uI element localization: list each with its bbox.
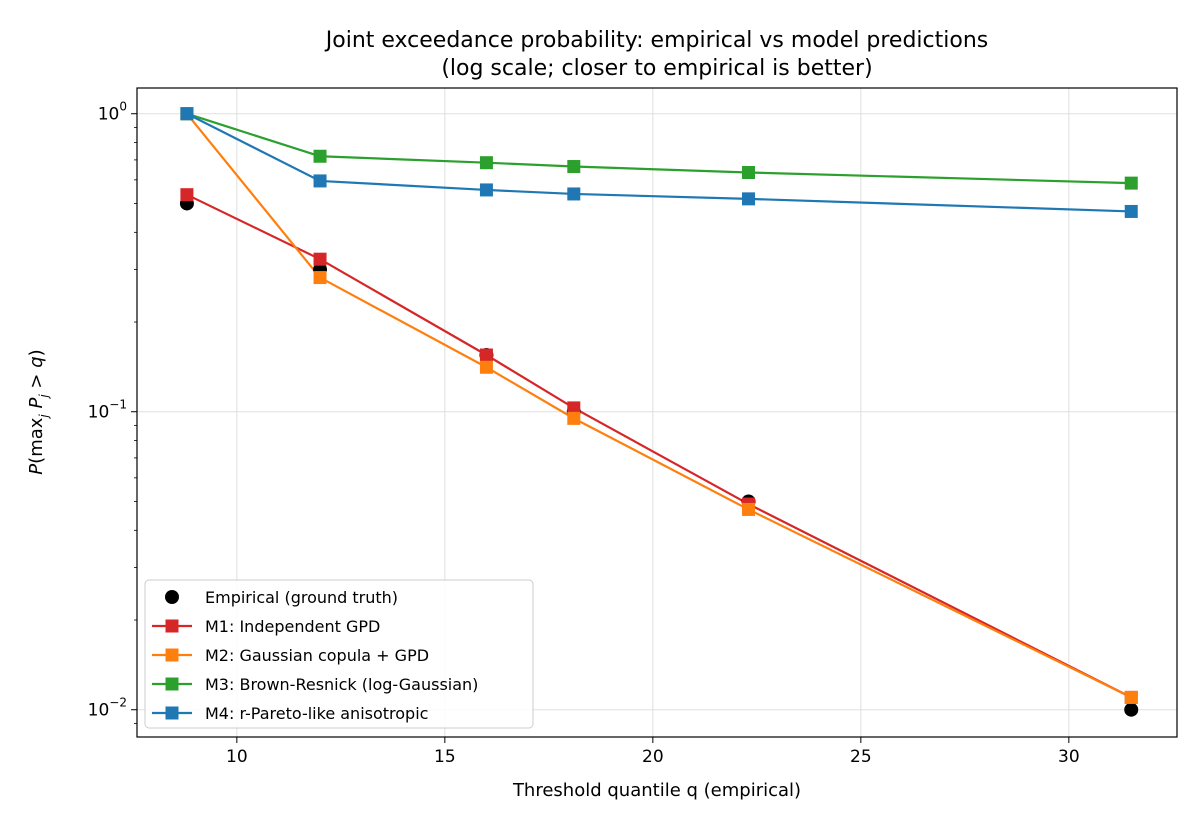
data-point-4: [742, 192, 756, 206]
x-tick-label: 30: [1058, 747, 1080, 767]
series-line-2: [186, 113, 1132, 699]
data-point-2: [313, 271, 327, 285]
legend-label-0: Empirical (ground truth): [205, 588, 398, 607]
data-point-1: [313, 252, 327, 266]
legend-marker-4: [165, 706, 179, 720]
legend-marker-2: [165, 648, 179, 662]
legend-marker-3: [165, 677, 179, 691]
series-line-4: [186, 112, 1132, 213]
data-point-2: [742, 502, 756, 516]
x-tick-label: 10: [226, 747, 248, 767]
legend-label-1: M1: Independent GPD: [205, 617, 380, 636]
legend: Empirical (ground truth) M1: Independent …: [144, 579, 534, 729]
x-tick-label: 15: [434, 747, 456, 767]
data-point-3: [742, 166, 756, 180]
chart-title-line2: (log scale; closer to empirical is bette…: [441, 56, 872, 81]
data-point-3: [479, 156, 493, 170]
data-point-4: [567, 187, 581, 201]
data-point-1: [567, 401, 581, 415]
legend-marker-0: [165, 590, 179, 604]
legend-marker-1: [165, 619, 179, 633]
y-tick-label: 100: [98, 100, 127, 125]
data-point-4: [479, 183, 493, 197]
x-tick-label: 20: [642, 747, 664, 767]
data-point-2: [567, 411, 581, 425]
y-axis-label: P(maxj Pj > q): [26, 349, 51, 474]
data-point-4: [313, 174, 327, 188]
data-point-1: [180, 188, 194, 202]
x-axis-label: Threshold quantile q (empirical): [512, 780, 801, 801]
legend-box: [144, 579, 534, 729]
data-point-3: [313, 149, 327, 163]
axis-ticks: 10 15 20 25 30 100 10−1 10−2: [88, 100, 1080, 767]
data-point-4: [180, 107, 194, 121]
legend-label-2: M2: Gaussian copula + GPD: [205, 646, 429, 665]
series-line-3: [186, 112, 1132, 185]
y-tick-label: 10−2: [88, 696, 127, 721]
plot-frame: [136, 87, 1178, 738]
chart-title-line1: Joint exceedance probability: empirical …: [324, 28, 988, 53]
x-tick-label: 25: [850, 747, 872, 767]
data-point-2: [1124, 690, 1138, 704]
data-point-4: [1124, 204, 1138, 218]
data-point-3: [567, 160, 581, 174]
legend-label-4: M4: r-Pareto-like anisotropic: [205, 704, 428, 723]
data-point-0: [1124, 702, 1139, 717]
data-point-3: [1124, 176, 1138, 190]
legend-label-3: M3: Brown-Resnick (log-Gaussian): [205, 675, 478, 694]
data-point-2: [479, 360, 493, 374]
plot-series: [179, 107, 1139, 717]
y-tick-label: 10−1: [88, 398, 127, 423]
series-line-1: [186, 193, 1132, 699]
data-point-1: [479, 348, 493, 362]
